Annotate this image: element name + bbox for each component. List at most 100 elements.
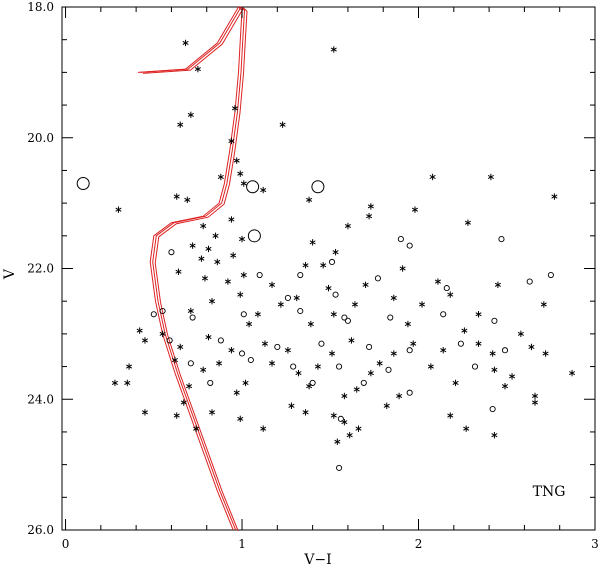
star-point xyxy=(231,105,238,112)
star-point xyxy=(260,186,267,194)
star-point xyxy=(205,245,212,253)
star-point xyxy=(175,268,182,275)
star-point xyxy=(187,307,194,315)
y-tick-label: 24.0 xyxy=(27,392,54,406)
star-point xyxy=(233,157,240,164)
star-point xyxy=(367,203,374,210)
star-point xyxy=(237,170,244,177)
star-point xyxy=(198,255,205,262)
circle-point xyxy=(387,314,394,321)
star-point xyxy=(330,311,337,318)
star-point xyxy=(254,311,261,318)
circle-point xyxy=(256,271,263,279)
circle-point xyxy=(443,285,450,292)
circle-point xyxy=(489,406,496,413)
star-point xyxy=(260,425,267,432)
star-point xyxy=(186,382,193,390)
star-point xyxy=(115,206,122,213)
star-point xyxy=(240,180,247,187)
circle-point xyxy=(457,340,464,347)
star-point xyxy=(159,330,166,338)
star-point xyxy=(489,350,496,357)
star-point xyxy=(411,206,419,213)
star-point xyxy=(284,347,291,354)
star-point xyxy=(208,297,216,305)
star-point xyxy=(330,46,337,53)
circle-point xyxy=(471,363,479,370)
circle-point xyxy=(406,347,413,354)
star-point xyxy=(141,409,148,416)
circle-point xyxy=(406,389,413,396)
star-point xyxy=(330,412,337,419)
star-point xyxy=(306,382,313,390)
tng-annotation: TNG xyxy=(533,484,566,500)
star-point xyxy=(528,343,535,351)
star-point xyxy=(217,173,224,181)
circle-point xyxy=(318,340,325,347)
circle-point xyxy=(284,294,291,301)
star-point xyxy=(399,265,406,272)
star-point xyxy=(111,379,118,387)
circle-point xyxy=(336,464,343,471)
star-point xyxy=(212,232,219,240)
star-point xyxy=(268,281,276,289)
star-point xyxy=(246,320,253,328)
star-point xyxy=(193,425,200,432)
star-point xyxy=(491,432,498,439)
circle-point xyxy=(336,363,343,370)
circle-point xyxy=(150,311,157,318)
star-point xyxy=(367,369,374,377)
star-point xyxy=(302,409,309,416)
isochrone-layer xyxy=(137,6,248,532)
star-point xyxy=(228,347,235,354)
star-point xyxy=(346,432,353,439)
star-point xyxy=(440,347,447,354)
star-point xyxy=(307,320,314,328)
star-point xyxy=(410,340,417,347)
star-point xyxy=(542,350,549,357)
star-point xyxy=(531,392,539,400)
circle-point xyxy=(344,317,351,324)
star-point xyxy=(419,301,426,308)
circle-point xyxy=(526,278,533,285)
star-point xyxy=(242,379,249,387)
circle-point xyxy=(238,350,246,357)
points-layer xyxy=(76,39,576,471)
star-point xyxy=(328,350,336,357)
star-point xyxy=(237,415,244,423)
circle-point xyxy=(290,363,297,370)
y-tick-label: 20.0 xyxy=(27,131,54,145)
star-point xyxy=(429,173,436,181)
y-tick-label: 26.0 xyxy=(27,523,54,537)
circle-point xyxy=(274,343,281,351)
star-point xyxy=(200,366,207,374)
star-point xyxy=(182,39,189,47)
star-point xyxy=(351,301,359,308)
star-point xyxy=(238,235,246,243)
circle-point xyxy=(297,271,304,279)
star-point xyxy=(216,360,223,367)
star-point xyxy=(447,412,454,419)
star-point xyxy=(171,356,178,364)
star-point xyxy=(306,196,313,204)
star-point xyxy=(475,311,482,318)
circle-point xyxy=(332,291,339,298)
star-point xyxy=(501,382,509,390)
star-point xyxy=(237,291,244,298)
star-point xyxy=(309,239,316,246)
star-point xyxy=(314,363,321,370)
circle-point xyxy=(360,379,367,386)
circle-point xyxy=(374,275,381,282)
star-point xyxy=(233,389,240,396)
star-point xyxy=(390,350,397,357)
star-point xyxy=(551,193,558,200)
star-point xyxy=(230,252,237,259)
circle-point xyxy=(240,311,247,318)
circle-point xyxy=(406,242,413,249)
star-point xyxy=(277,301,284,308)
circle-point xyxy=(189,314,196,321)
circle-point xyxy=(309,379,316,386)
large-circle-point xyxy=(311,180,325,194)
